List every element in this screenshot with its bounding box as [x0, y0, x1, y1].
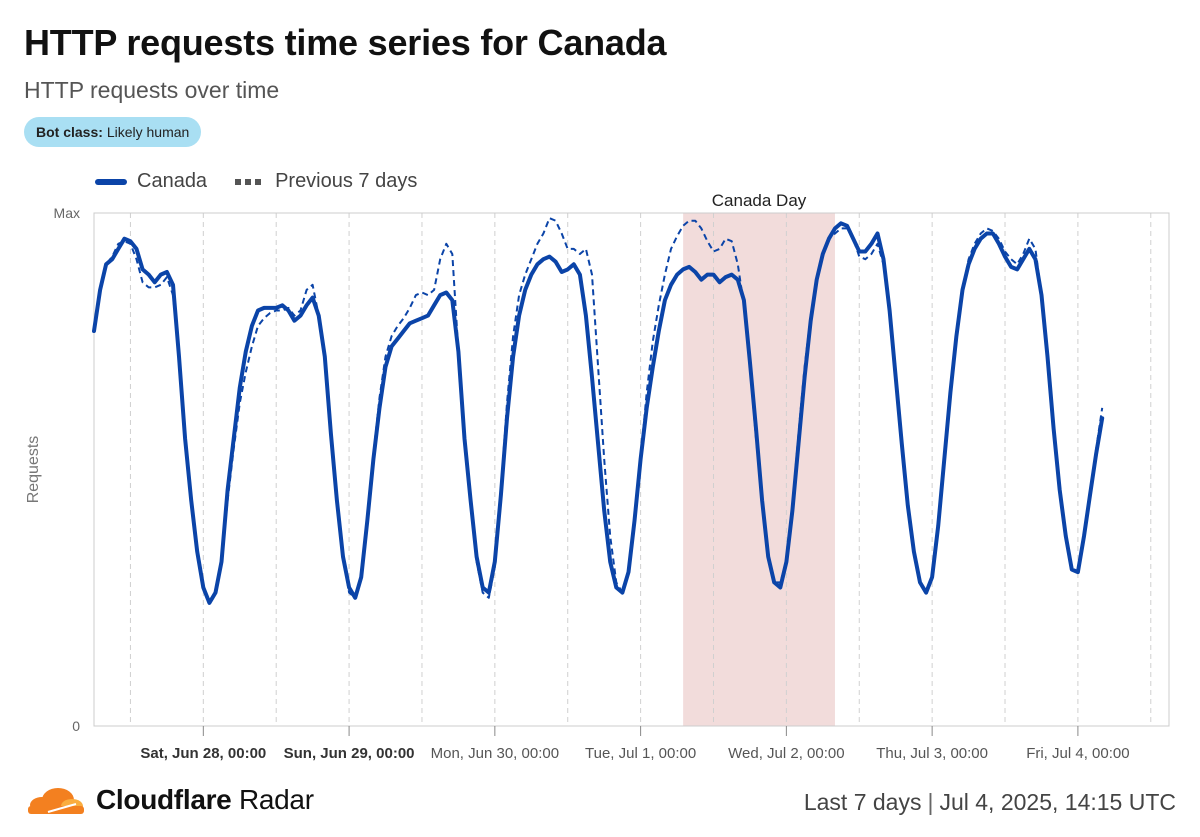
http-requests-chart: Canada Day Max 0 Requests Sat, Jun 28, 00:00… [25, 191, 1170, 762]
x-tick-label: Sat, Jun 28, 00:00 [140, 745, 266, 762]
page-subtitle: HTTP requests over time [24, 77, 280, 103]
bot-class-filter-badge[interactable]: Bot class: Likely human [24, 117, 202, 147]
plot-frame [93, 212, 1170, 727]
brand-main: Cloudflare [96, 784, 232, 815]
y-axis-title: Requests [25, 436, 42, 504]
timestamp-label: Jul 4, 2025, 14:15 UTC [939, 789, 1176, 815]
legend-label-previous: Previous 7 days [275, 170, 418, 192]
legend-item-current[interactable]: Canada [95, 170, 207, 193]
cloudflare-cloud-icon [28, 788, 84, 814]
series-line-previous-7-days [93, 217, 1104, 604]
footer-range: Last 7 days | Jul 4, 2025, 14:15 UTC [804, 789, 1176, 816]
x-tick-label: Fri, Jul 4, 00:00 [1026, 745, 1129, 762]
footer-separator: | [927, 789, 934, 815]
solid-line-icon [95, 178, 127, 185]
badge-value: Likely human [106, 124, 190, 140]
chart-legend: Canada Previous 7 days [95, 170, 443, 193]
x-tick-label: Wed, Jul 2, 00:00 [728, 745, 844, 762]
date-range-label: Last 7 days [803, 789, 922, 815]
badge-key: Bot class: [36, 124, 103, 140]
page-title: HTTP requests time series for Canada [24, 22, 667, 63]
x-tick-label: Thu, Jul 3, 00:00 [876, 745, 988, 762]
x-tick-label: Mon, Jun 30, 00:00 [431, 745, 559, 762]
series-line-canada [92, 221, 1105, 605]
annotation-label: Canada Day [712, 191, 807, 210]
dashed-line-icon [235, 178, 264, 185]
x-tick-label: Tue, Jul 1, 00:00 [585, 745, 696, 762]
cloudflare-radar-brand: Cloudflare Radar [22, 784, 314, 816]
y-tick-label: Max [54, 205, 80, 221]
x-tick-label: Sun, Jun 29, 00:00 [284, 745, 415, 762]
legend-label-current: Canada [137, 170, 208, 192]
legend-item-previous[interactable]: Previous 7 days [233, 170, 417, 193]
brand-sub: Radar [238, 784, 314, 815]
y-tick-label: 0 [72, 718, 80, 734]
